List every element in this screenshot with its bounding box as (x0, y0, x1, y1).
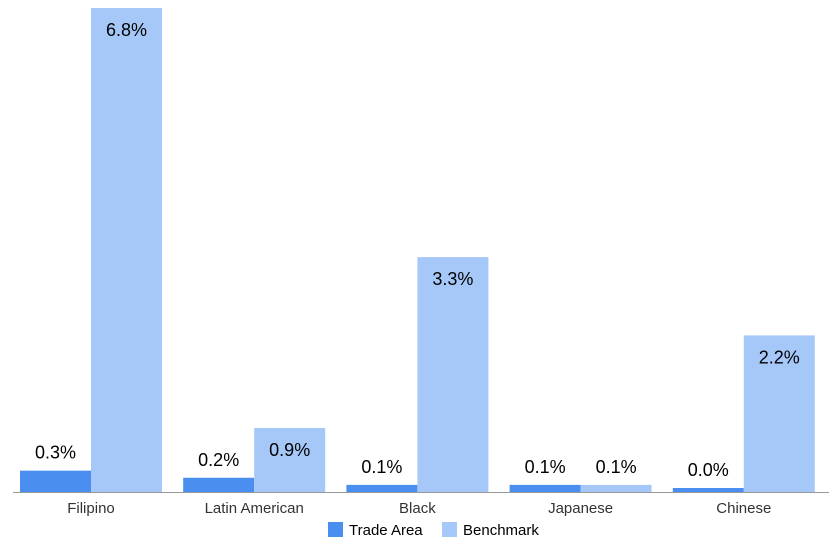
data-label-trade-area-latin-american: 0.2% (198, 450, 239, 470)
bar-benchmark-latin-american (254, 427, 326, 492)
category-label-latin-american: Latin American (205, 500, 304, 517)
bar-trade-area-black (346, 484, 418, 492)
bar-trade-area-japanese (509, 484, 581, 492)
category-labels-group: Filipino Latin American Black Japanese Chine… (67, 500, 771, 517)
bar-labels-group: 0.3% 6.8% 0.2% 0.9% 0.1% 3.3% 0.1% 0.1% 0.0% 2.2% (35, 20, 800, 480)
bar-trade-area-chinese (672, 488, 744, 492)
data-label-benchmark-japanese: 0.1% (596, 457, 637, 477)
category-label-black: Black (399, 500, 436, 517)
legend-swatch-benchmark (442, 522, 457, 537)
bar-benchmark-japanese (580, 484, 652, 492)
data-label-benchmark-filipino: 6.8% (106, 20, 147, 40)
data-label-trade-area-filipino: 0.3% (35, 443, 76, 463)
category-label-chinese: Chinese (716, 500, 771, 517)
bar-trade-area-filipino (20, 470, 91, 492)
legend: Trade Area Benchmark (328, 522, 539, 539)
legend-swatch-trade-area (328, 522, 343, 537)
bars-group (20, 8, 815, 492)
bar-benchmark-chinese (743, 335, 815, 492)
data-label-benchmark-chinese: 2.2% (759, 347, 800, 367)
data-label-trade-area-japanese: 0.1% (525, 457, 566, 477)
data-label-benchmark-latin-american: 0.9% (269, 440, 310, 460)
legend-label-trade-area: Trade Area (349, 522, 423, 539)
bar-benchmark-black (417, 257, 489, 492)
data-label-benchmark-black: 3.3% (432, 269, 473, 289)
legend-label-benchmark: Benchmark (463, 522, 539, 539)
data-label-trade-area-black: 0.1% (361, 457, 402, 477)
category-label-filipino: Filipino (67, 500, 115, 517)
category-label-japanese: Japanese (548, 500, 613, 517)
data-label-trade-area-chinese: 0.0% (688, 460, 729, 480)
bar-trade-area-latin-american (183, 477, 255, 492)
bar-benchmark-filipino (91, 8, 162, 492)
